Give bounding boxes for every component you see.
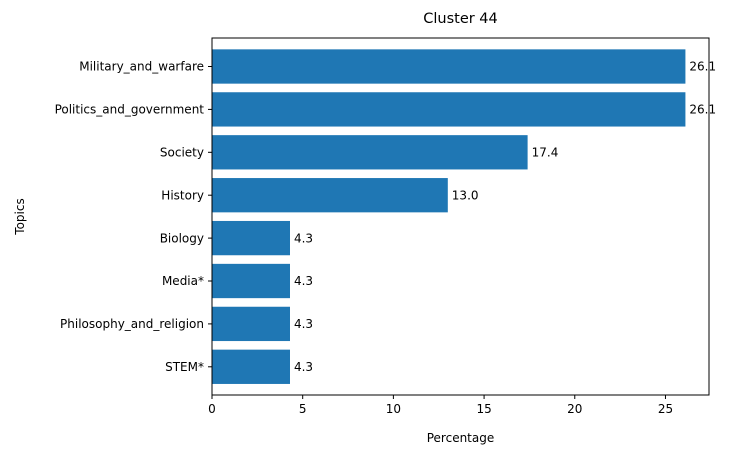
bar [212, 178, 448, 213]
bar [212, 263, 290, 299]
y-tick-label: Politics_and_government [55, 103, 205, 117]
y-tick-label: Biology [160, 231, 204, 245]
data-label: 26.1 [689, 60, 716, 74]
x-tick-label: 15 [476, 402, 491, 416]
x-tick-label: 25 [658, 402, 673, 416]
bars-group [212, 49, 686, 384]
data-label: 4.3 [294, 360, 313, 374]
x-tick-label: 5 [299, 402, 307, 416]
y-axis-label: Topics [13, 198, 27, 235]
plot-frame [211, 37, 710, 396]
y-tick-label: Military_and_warfare [79, 60, 204, 74]
y-tick-label: Philosophy_and_religion [60, 317, 204, 331]
x-tick-label: 0 [208, 402, 216, 416]
y-tick-label: History [161, 188, 204, 202]
x-axis-label: Percentage [427, 431, 495, 445]
data-label: 13.0 [452, 188, 479, 202]
bar [212, 49, 686, 84]
data-label: 17.4 [532, 146, 559, 160]
data-label: 4.3 [294, 274, 313, 288]
data-label: 4.3 [294, 231, 313, 245]
bar [212, 92, 686, 127]
x-tick-label: 10 [386, 402, 401, 416]
y-tick-label: Media* [162, 274, 204, 288]
x-tick-label: 20 [567, 402, 582, 416]
bar [212, 135, 528, 170]
chart-title: Cluster 44 [423, 11, 498, 27]
y-tick-label: STEM* [165, 360, 204, 374]
data-label: 26.1 [689, 103, 716, 117]
y-tick-labels: Military_and_warfare Politics_and_governm… [55, 60, 212, 374]
y-tick-label: Society [160, 146, 204, 160]
bar [212, 220, 290, 256]
x-ticks: 0 5 10 15 20 25 [208, 395, 673, 416]
bar [212, 349, 290, 384]
data-label: 4.3 [294, 317, 313, 331]
bar [212, 306, 290, 342]
